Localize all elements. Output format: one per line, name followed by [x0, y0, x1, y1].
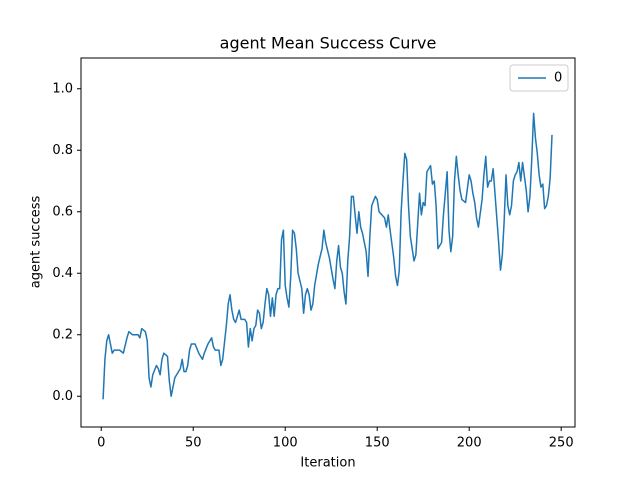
y-tick-label: 0.6: [52, 204, 73, 219]
line-series: [102, 112, 553, 400]
x-tick-label: 200: [457, 436, 482, 451]
x-tick-label: 250: [549, 436, 574, 451]
x-tick-label: 50: [185, 436, 202, 451]
x-tick-label: 150: [365, 436, 390, 451]
y-tick-label: 0.2: [52, 327, 73, 342]
y-tick-label: 1.0: [52, 81, 73, 96]
y-tick-label: 0.4: [52, 266, 73, 281]
y-tick-label: 0.8: [52, 143, 73, 158]
y-tick-label: 0.0: [52, 389, 73, 404]
x-tick-label: 100: [273, 436, 298, 451]
plot-frame: [80, 57, 576, 428]
x-tick-label: 0: [97, 436, 105, 451]
legend-label: 0: [554, 71, 562, 86]
x-axis-label: Iteration: [300, 456, 355, 471]
y-axis-label: agent success: [29, 196, 44, 289]
chart-title: agent Mean Success Curve: [220, 34, 437, 53]
